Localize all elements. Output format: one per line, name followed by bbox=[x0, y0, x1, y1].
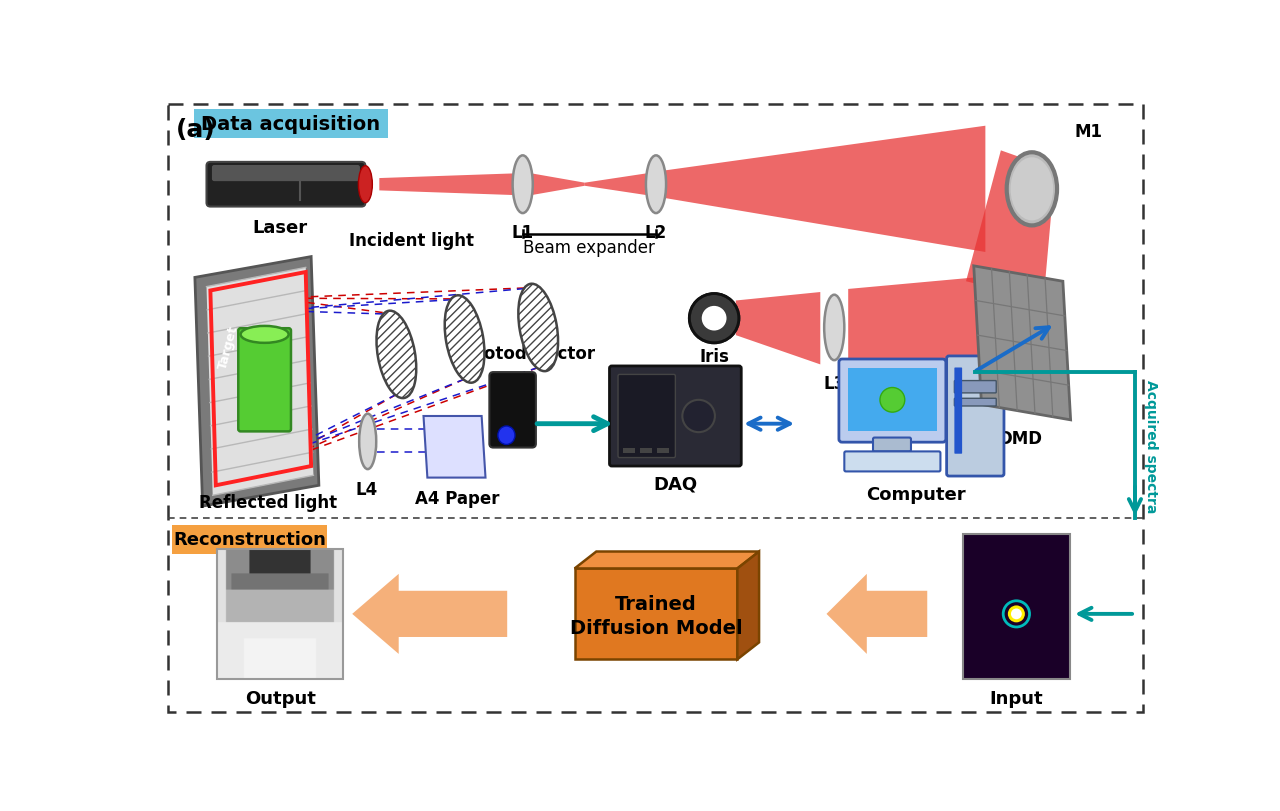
Ellipse shape bbox=[241, 327, 289, 343]
Text: (a): (a) bbox=[175, 118, 215, 142]
Polygon shape bbox=[966, 151, 1055, 301]
FancyBboxPatch shape bbox=[955, 399, 996, 406]
FancyBboxPatch shape bbox=[845, 452, 941, 472]
Polygon shape bbox=[532, 174, 585, 195]
FancyBboxPatch shape bbox=[206, 163, 365, 208]
Text: L4: L4 bbox=[355, 480, 378, 498]
Text: Reflected light: Reflected light bbox=[200, 493, 338, 512]
Ellipse shape bbox=[358, 166, 372, 204]
Polygon shape bbox=[575, 569, 737, 659]
FancyBboxPatch shape bbox=[838, 359, 946, 443]
Ellipse shape bbox=[1011, 609, 1021, 620]
Text: Output: Output bbox=[244, 689, 316, 707]
Ellipse shape bbox=[824, 295, 845, 361]
Text: Photodetector: Photodetector bbox=[461, 345, 595, 363]
Ellipse shape bbox=[518, 285, 558, 371]
Text: Iris: Iris bbox=[699, 347, 730, 365]
Ellipse shape bbox=[1011, 158, 1053, 221]
FancyBboxPatch shape bbox=[489, 372, 536, 448]
Bar bbox=[640, 448, 652, 453]
Text: Reconstruction: Reconstruction bbox=[174, 530, 326, 548]
FancyBboxPatch shape bbox=[173, 525, 328, 554]
Ellipse shape bbox=[682, 401, 716, 432]
Polygon shape bbox=[575, 551, 759, 569]
Polygon shape bbox=[827, 574, 927, 654]
Ellipse shape bbox=[444, 296, 484, 384]
Polygon shape bbox=[737, 551, 759, 659]
Bar bbox=[657, 448, 669, 453]
Ellipse shape bbox=[646, 157, 666, 214]
Ellipse shape bbox=[701, 307, 727, 331]
Ellipse shape bbox=[690, 294, 739, 343]
Bar bbox=[218, 550, 343, 679]
Text: Acquired spectra: Acquired spectra bbox=[1144, 379, 1158, 513]
FancyBboxPatch shape bbox=[955, 368, 963, 454]
Text: DAQ: DAQ bbox=[653, 475, 698, 493]
Text: DMD: DMD bbox=[998, 430, 1042, 448]
Text: M1: M1 bbox=[1074, 123, 1102, 141]
Bar bbox=[963, 534, 1070, 679]
Text: Diffusion Model: Diffusion Model bbox=[570, 619, 742, 637]
FancyBboxPatch shape bbox=[947, 357, 1004, 477]
Text: Target: Target bbox=[216, 324, 241, 371]
Polygon shape bbox=[206, 268, 314, 496]
Ellipse shape bbox=[879, 388, 905, 413]
Polygon shape bbox=[666, 127, 986, 253]
Polygon shape bbox=[736, 293, 820, 365]
Ellipse shape bbox=[360, 414, 376, 470]
Text: Beam expander: Beam expander bbox=[524, 238, 655, 257]
FancyBboxPatch shape bbox=[609, 367, 741, 466]
Polygon shape bbox=[352, 574, 507, 654]
Ellipse shape bbox=[376, 311, 416, 399]
Polygon shape bbox=[585, 174, 646, 195]
FancyBboxPatch shape bbox=[195, 109, 388, 139]
FancyBboxPatch shape bbox=[212, 165, 360, 182]
Text: Input: Input bbox=[989, 689, 1043, 707]
Text: Computer: Computer bbox=[865, 486, 965, 504]
Ellipse shape bbox=[1006, 153, 1057, 226]
Polygon shape bbox=[424, 417, 485, 478]
FancyBboxPatch shape bbox=[238, 328, 291, 431]
FancyBboxPatch shape bbox=[955, 381, 996, 393]
Bar bbox=[622, 448, 635, 453]
Text: Laser: Laser bbox=[252, 219, 307, 237]
Polygon shape bbox=[974, 267, 1070, 420]
Text: L3: L3 bbox=[823, 374, 845, 393]
Ellipse shape bbox=[498, 427, 515, 445]
Text: L1: L1 bbox=[512, 224, 534, 242]
FancyBboxPatch shape bbox=[618, 375, 676, 458]
Ellipse shape bbox=[512, 157, 532, 214]
FancyBboxPatch shape bbox=[873, 438, 911, 452]
Text: L2: L2 bbox=[645, 224, 667, 242]
Polygon shape bbox=[849, 278, 983, 405]
Ellipse shape bbox=[1007, 606, 1025, 623]
Text: A4 Paper: A4 Paper bbox=[415, 490, 499, 508]
Polygon shape bbox=[195, 257, 319, 506]
Text: Data acquisition: Data acquisition bbox=[201, 114, 380, 134]
FancyBboxPatch shape bbox=[849, 369, 937, 431]
Text: Trained: Trained bbox=[616, 594, 696, 613]
Polygon shape bbox=[379, 174, 512, 195]
Text: Incident light: Incident light bbox=[349, 232, 475, 250]
